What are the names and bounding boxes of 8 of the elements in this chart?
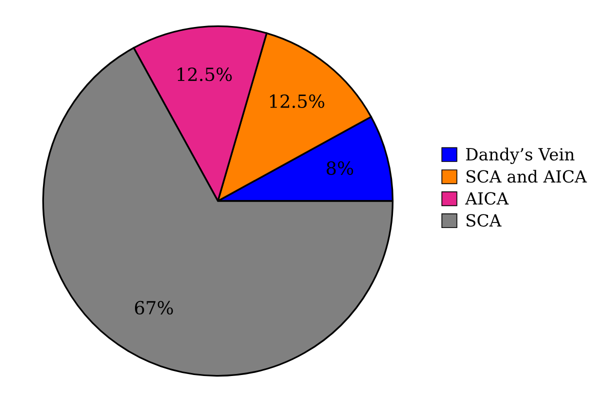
data-label: 12.5%: [178, 68, 232, 82]
data-label: 8%: [326, 161, 354, 175]
legend-label: AICA: [465, 192, 509, 205]
data-label: 12.5%: [270, 94, 324, 108]
legend-label: Dandy’s Vein: [466, 148, 574, 164]
legend-label: SCA: [466, 214, 502, 227]
data-label: 67%: [134, 300, 173, 315]
legend-label: SCA and AICA: [466, 170, 587, 183]
